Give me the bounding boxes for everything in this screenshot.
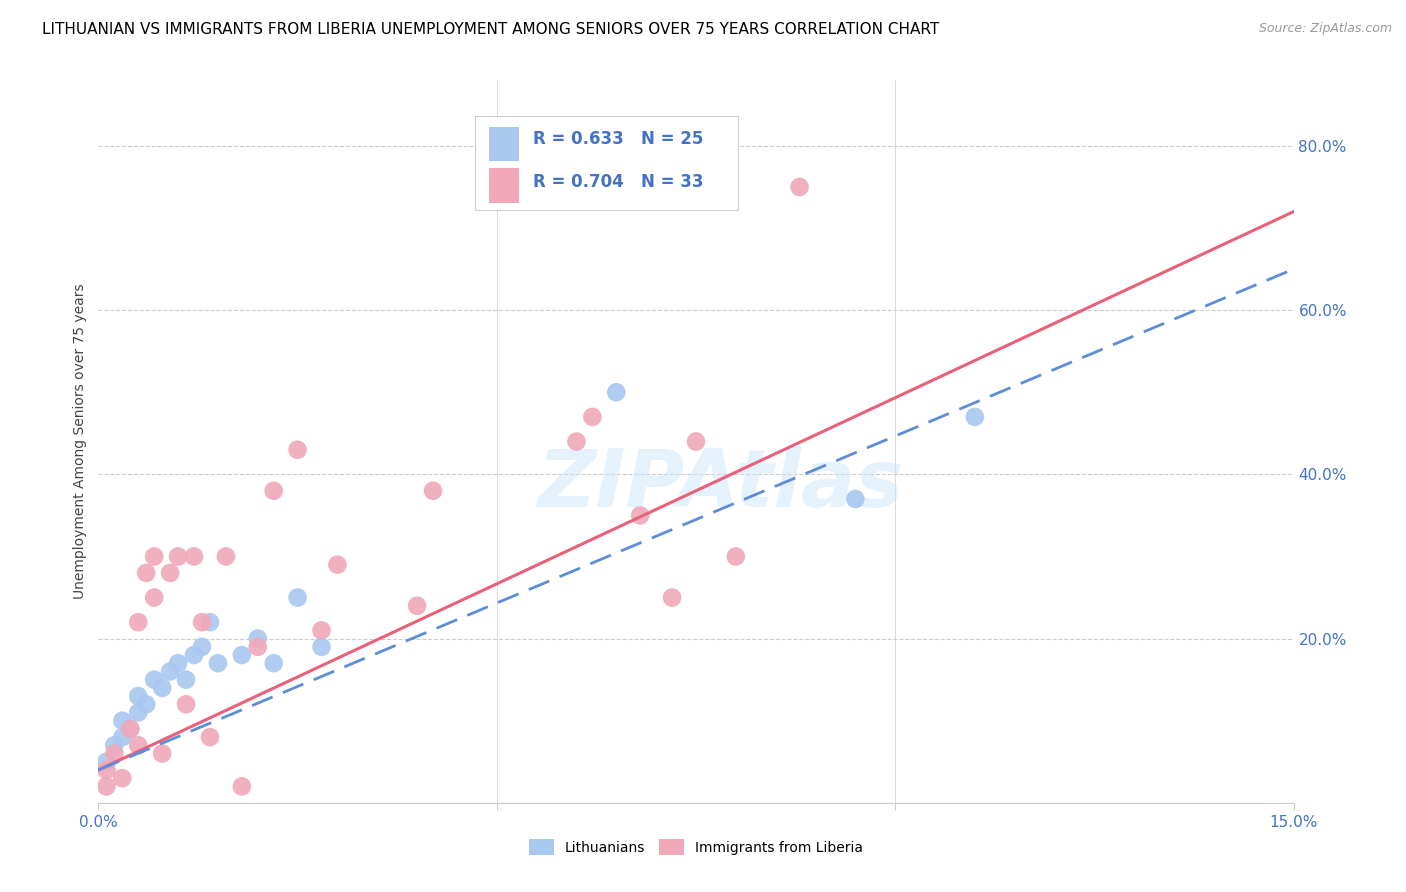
Point <box>422 483 444 498</box>
Point <box>963 409 986 424</box>
Point <box>143 591 166 605</box>
Point <box>661 591 683 605</box>
Point <box>215 549 238 564</box>
Point <box>311 640 333 654</box>
Point <box>143 673 166 687</box>
Point <box>263 483 285 498</box>
Point <box>198 615 221 630</box>
Point <box>159 566 181 580</box>
Point <box>103 747 125 761</box>
Point <box>127 615 149 630</box>
Point <box>191 615 214 630</box>
Point <box>135 566 157 580</box>
Point <box>789 180 811 194</box>
Point <box>231 648 253 662</box>
Point <box>628 508 651 523</box>
Point <box>120 722 142 736</box>
Point <box>127 739 149 753</box>
FancyBboxPatch shape <box>475 117 738 211</box>
Point <box>231 780 253 794</box>
FancyBboxPatch shape <box>489 127 519 161</box>
Point <box>150 681 173 695</box>
Point <box>127 689 149 703</box>
Point <box>96 763 118 777</box>
Text: R = 0.704   N = 33: R = 0.704 N = 33 <box>533 173 704 191</box>
Point <box>406 599 429 613</box>
Point <box>96 755 118 769</box>
Point <box>198 730 221 744</box>
Point <box>96 780 118 794</box>
Point <box>111 771 134 785</box>
Point <box>103 739 125 753</box>
Point <box>326 558 349 572</box>
Point <box>167 657 190 671</box>
Point <box>150 747 173 761</box>
Point <box>191 640 214 654</box>
Point <box>287 442 309 457</box>
Y-axis label: Unemployment Among Seniors over 75 years: Unemployment Among Seniors over 75 years <box>73 284 87 599</box>
FancyBboxPatch shape <box>489 168 519 202</box>
Point <box>287 591 309 605</box>
Point <box>167 549 190 564</box>
Point <box>174 698 197 712</box>
Point <box>581 409 603 424</box>
Point <box>183 648 205 662</box>
Point <box>263 657 285 671</box>
Legend: Lithuanians, Immigrants from Liberia: Lithuanians, Immigrants from Liberia <box>523 834 869 861</box>
Point <box>724 549 747 564</box>
Point <box>565 434 588 449</box>
Point <box>207 657 229 671</box>
Point <box>246 632 269 646</box>
Point <box>174 673 197 687</box>
Point <box>111 730 134 744</box>
Text: LITHUANIAN VS IMMIGRANTS FROM LIBERIA UNEMPLOYMENT AMONG SENIORS OVER 75 YEARS C: LITHUANIAN VS IMMIGRANTS FROM LIBERIA UN… <box>42 22 939 37</box>
Point <box>685 434 707 449</box>
Point <box>120 722 142 736</box>
Point <box>844 491 866 506</box>
Point <box>311 624 333 638</box>
Point <box>143 549 166 564</box>
Point <box>159 665 181 679</box>
Point <box>605 385 627 400</box>
Point <box>111 714 134 728</box>
Point <box>135 698 157 712</box>
Point <box>246 640 269 654</box>
Text: Source: ZipAtlas.com: Source: ZipAtlas.com <box>1258 22 1392 36</box>
Point <box>127 706 149 720</box>
Text: R = 0.633   N = 25: R = 0.633 N = 25 <box>533 130 704 148</box>
Point <box>183 549 205 564</box>
Text: ZIPAtlas: ZIPAtlas <box>537 446 903 524</box>
